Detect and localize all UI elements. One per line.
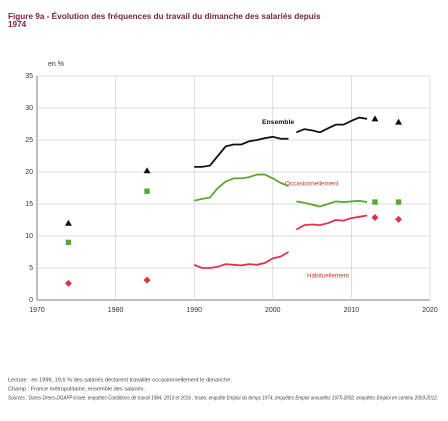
series-line	[193, 251, 289, 269]
y-tick-label: 30	[25, 105, 33, 112]
x-tick-label: 2000	[265, 307, 281, 314]
marker	[371, 115, 379, 122]
y-tick-label: 5	[29, 265, 33, 272]
marker	[371, 213, 379, 221]
note: Sources : Dares-Drees-DGAFP-Insee, enquê…	[8, 395, 438, 401]
marker	[395, 215, 403, 223]
y-tick-label: 20	[25, 169, 33, 176]
x-tick-label: 2010	[344, 307, 360, 314]
marker	[143, 276, 151, 284]
y-tick-label: 10	[25, 233, 33, 240]
marker	[395, 118, 403, 125]
marker	[395, 199, 402, 205]
marker	[143, 167, 151, 174]
marker	[372, 199, 378, 205]
note: Champ : France métropolitaine, ensemble …	[8, 386, 146, 392]
marker	[64, 219, 72, 226]
marker	[144, 188, 150, 194]
y-tick-label: 35	[25, 73, 33, 80]
marker	[65, 239, 72, 246]
x-tick-label: 1990	[186, 307, 202, 314]
series-label: Habituellement	[307, 273, 349, 280]
y-tick-label: 0	[29, 297, 33, 304]
y-tick-label: 15	[25, 201, 33, 208]
grid	[36, 75, 431, 301]
series-line	[296, 199, 368, 208]
series-line	[296, 116, 368, 134]
y-unit: en %	[48, 61, 64, 68]
x-tick-label: 1980	[108, 307, 124, 314]
marks	[64, 115, 403, 287]
chart-title: Figure 9a - Évolution des fréquences du …	[8, 11, 321, 29]
series-label: Ensemble	[262, 119, 294, 126]
series-line	[194, 135, 289, 168]
series-line	[193, 173, 289, 202]
x-tick-label: 2020	[422, 307, 438, 314]
marker	[64, 279, 72, 287]
y-tick-label: 25	[25, 137, 33, 144]
note: Lecture : en 1999, 19,6 % des salariés d…	[8, 377, 232, 383]
series-line	[295, 214, 368, 231]
x-tick-label: 1970	[29, 307, 45, 314]
series-label: Occasionnellement	[285, 181, 339, 188]
